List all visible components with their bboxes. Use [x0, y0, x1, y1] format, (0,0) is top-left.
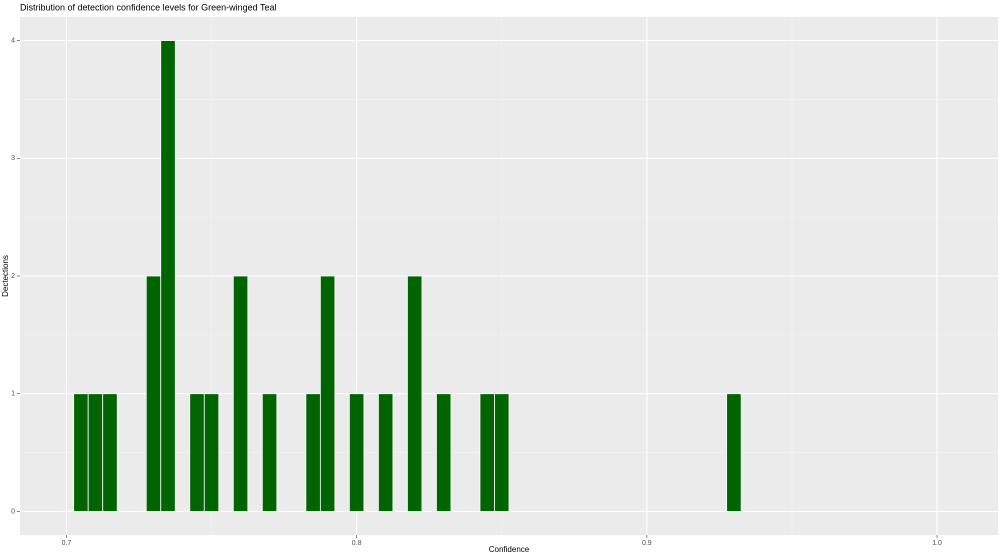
bar [87, 393, 104, 512]
bar [319, 275, 336, 512]
bar [261, 393, 278, 512]
bar [436, 393, 452, 512]
bar [305, 393, 321, 512]
bar [73, 393, 89, 512]
bar [232, 275, 249, 512]
x-tick-label: 0.9 [642, 540, 652, 547]
y-tick-label: 3 [11, 155, 15, 162]
x-axis-title: Confidence [489, 545, 530, 554]
bar [160, 40, 176, 512]
y-tick-label: 1 [11, 391, 15, 398]
bar [726, 393, 742, 512]
bar [479, 393, 495, 512]
bar [407, 275, 423, 512]
y-tick-label: 0 [11, 508, 15, 515]
bar [102, 393, 118, 512]
x-tick-label: 0.8 [352, 540, 362, 547]
x-tick-label: 0.7 [62, 540, 72, 547]
y-axis-title: Dectections [1, 255, 10, 297]
chart-title: Distribution of detection confidence lev… [20, 2, 276, 12]
y-tick-label: 4 [11, 37, 15, 44]
y-tick-label: 2 [11, 273, 15, 280]
x-tick-label: 1.0 [932, 540, 942, 547]
bar [189, 393, 205, 512]
bar [378, 393, 394, 512]
bar [145, 275, 162, 512]
bar [203, 393, 220, 512]
bar [348, 393, 365, 512]
bar [494, 393, 510, 512]
